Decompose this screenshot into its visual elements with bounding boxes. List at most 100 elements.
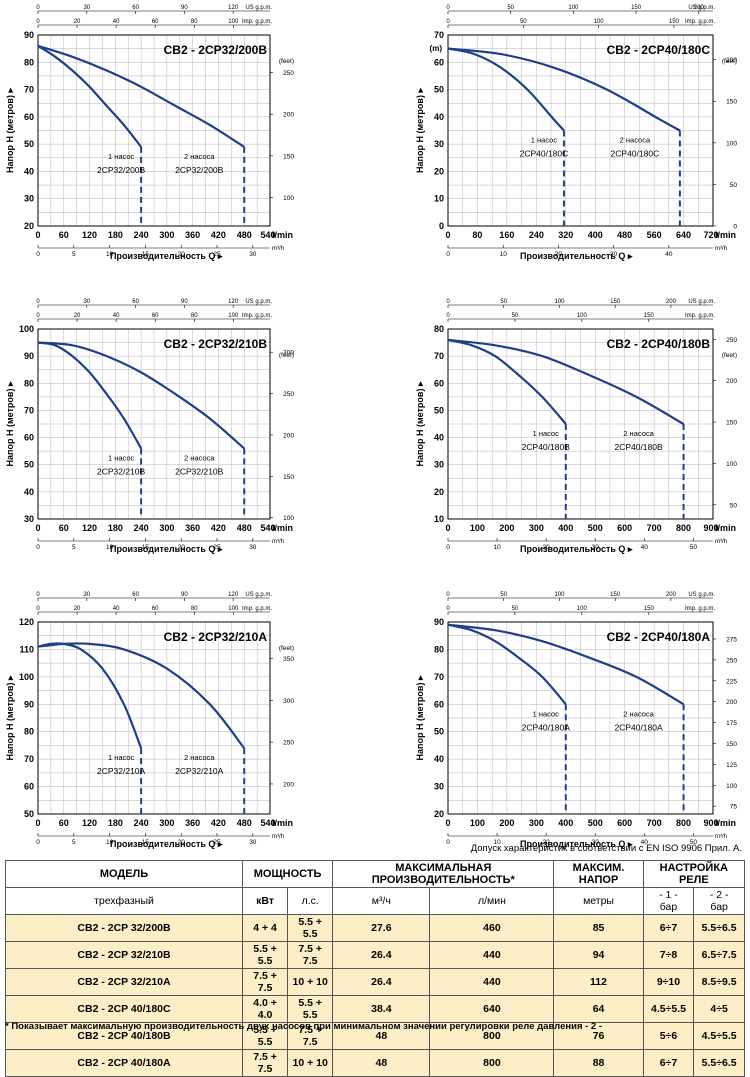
y-tick-label: 50: [24, 460, 34, 470]
feet-tick-label: 250: [283, 391, 294, 398]
m3h-tick-label: 30: [249, 251, 257, 258]
imp-gpm-tick-label: 100: [228, 606, 239, 612]
series-model-label: 2CP40/180C: [520, 149, 569, 159]
cell-m3h: 26.4: [332, 941, 431, 969]
us-gpm-tick-label: 30: [83, 592, 90, 598]
feet-tick-label: 250: [726, 337, 737, 344]
feet-tick-label: 200: [726, 699, 737, 706]
table-row: CB2 - 2CP 32/200B 4 + 4 5.5 + 5.5 27.6 460 85…: [5, 914, 745, 942]
y-tick-label: 50: [434, 85, 444, 95]
x-axis-label: Производительность Q ▸: [110, 251, 223, 261]
cell-r2: 6.5÷7.5: [693, 941, 745, 969]
cell-model: CB2 - 2CP 32/210A: [5, 968, 243, 996]
series-label: 2 насоса: [623, 429, 654, 438]
cell-lmin: 640: [429, 995, 555, 1023]
m3h-label: m³/h: [715, 539, 727, 545]
x-tick-label: 0: [445, 230, 450, 240]
x-tick-label: 900: [703, 818, 718, 828]
feet-tick-label: 225: [726, 678, 737, 685]
series-label: 1 насос: [533, 709, 560, 718]
m3h-tick-label: 50: [690, 544, 698, 551]
pump-curve: [37, 642, 143, 749]
series-label: 2 насоса: [623, 709, 654, 718]
y-axis-label: Напор H (метров) ▸: [415, 88, 425, 173]
cell-r2: 4.5÷5.5: [693, 1022, 745, 1050]
header-power: МОЩНОСТЬ: [241, 860, 334, 888]
us-gpm-tick-label: 200: [666, 592, 677, 598]
feet-tick-label: 250: [283, 740, 294, 747]
feet-tick-label: 200: [283, 432, 294, 439]
cell-r1: 4.5÷5.5: [642, 995, 695, 1023]
series-model-label: 2CP32/200B: [97, 165, 146, 175]
x-tick-label: 400: [558, 523, 573, 533]
m3h-tick-label: 20: [178, 839, 186, 846]
series-model-label: 2CP40/180C: [611, 149, 660, 159]
feet-tick-label: 150: [283, 153, 294, 160]
pump-curve: [37, 341, 143, 449]
us-gpm-label: US g.p.m.: [688, 299, 715, 305]
y-tick-label: 70: [24, 85, 34, 95]
x-tick-label: 0: [445, 523, 450, 533]
x-tick-label: 200: [499, 523, 514, 533]
y-tick-label: 100: [19, 672, 34, 682]
sub-bar1: бар: [659, 901, 678, 913]
x-tick-label: 500: [588, 523, 603, 533]
us-gpm-tick-label: 0: [446, 592, 450, 598]
chart-title: CB2 - 2CP32/210B: [164, 337, 268, 351]
feet-tick-label: 250: [283, 70, 294, 77]
cell-kw: 5.5 + 5.5: [241, 941, 289, 969]
feet-label: (feet): [279, 352, 294, 359]
y-tick-label: 40: [24, 166, 34, 176]
imp-gpm-tick-label: 20: [74, 19, 81, 25]
x-tick-label: 100: [470, 818, 485, 828]
us-gpm-tick-label: 200: [694, 5, 705, 11]
series-label: 2 насоса: [620, 136, 651, 145]
y-tick-label: 10: [434, 514, 444, 524]
plot-frame: [37, 34, 271, 227]
x-tick-label: 120: [82, 818, 97, 828]
m3h-tick-label: 0: [446, 839, 450, 846]
sub-hp: л.с.: [287, 887, 334, 915]
feet-tick-label: 100: [283, 515, 294, 522]
series-label: 1 насос: [108, 453, 135, 462]
feet-label: (feet): [279, 645, 294, 652]
pump-curve: [447, 623, 567, 706]
us-gpm-tick-label: 0: [446, 5, 450, 11]
imp-gpm-tick-label: 50: [512, 313, 519, 319]
x-tick-label: 640: [676, 230, 691, 240]
x-tick-label: 60: [59, 230, 69, 240]
y-tick-label: 30: [434, 139, 444, 149]
cell-r1: 6÷7: [642, 914, 695, 942]
m3h-label: m³/h: [715, 834, 727, 840]
feet-label: (feet): [722, 58, 737, 65]
imp-gpm-tick-label: 0: [446, 313, 450, 319]
plot-frame: [37, 621, 271, 815]
feet-tick-label: 200: [283, 112, 294, 119]
y-tick-label: 40: [434, 754, 444, 764]
cell-lmin: 460: [429, 914, 555, 942]
y-axis-label: Напор H (метров) ▸: [5, 381, 15, 466]
y-axis-label: Напор H (метров) ▸: [5, 88, 15, 173]
x-tick-label: 480: [237, 818, 252, 828]
imp-gpm-tick-label: 0: [446, 19, 450, 25]
x-tick-label: 120: [82, 523, 97, 533]
us-gpm-tick-label: 0: [36, 592, 40, 598]
us-gpm-tick-label: 30: [83, 5, 90, 11]
pump-curve: [447, 338, 685, 425]
y-tick-label: 80: [24, 378, 34, 388]
us-gpm-tick-label: 100: [554, 299, 565, 305]
y-tick-label: 70: [434, 672, 444, 682]
imp-gpm-tick-label: 100: [228, 19, 239, 25]
m3h-tick-label: 10: [106, 839, 114, 846]
imp-gpm-label: Imp. g.p.m.: [685, 606, 715, 612]
cell-r1: 6÷7: [642, 1049, 695, 1077]
cell-head: 85: [553, 914, 644, 942]
y-tick-label: 80: [434, 644, 444, 654]
x-tick-label: 400: [558, 818, 573, 828]
us-gpm-tick-label: 30: [83, 299, 90, 305]
feet-tick-label: 0: [733, 224, 737, 231]
us-gpm-tick-label: 120: [228, 5, 239, 11]
feet-tick-label: 100: [283, 195, 294, 202]
sub-relay2-num: - 2 -: [709, 889, 729, 901]
m3h-tick-label: 30: [249, 544, 257, 551]
